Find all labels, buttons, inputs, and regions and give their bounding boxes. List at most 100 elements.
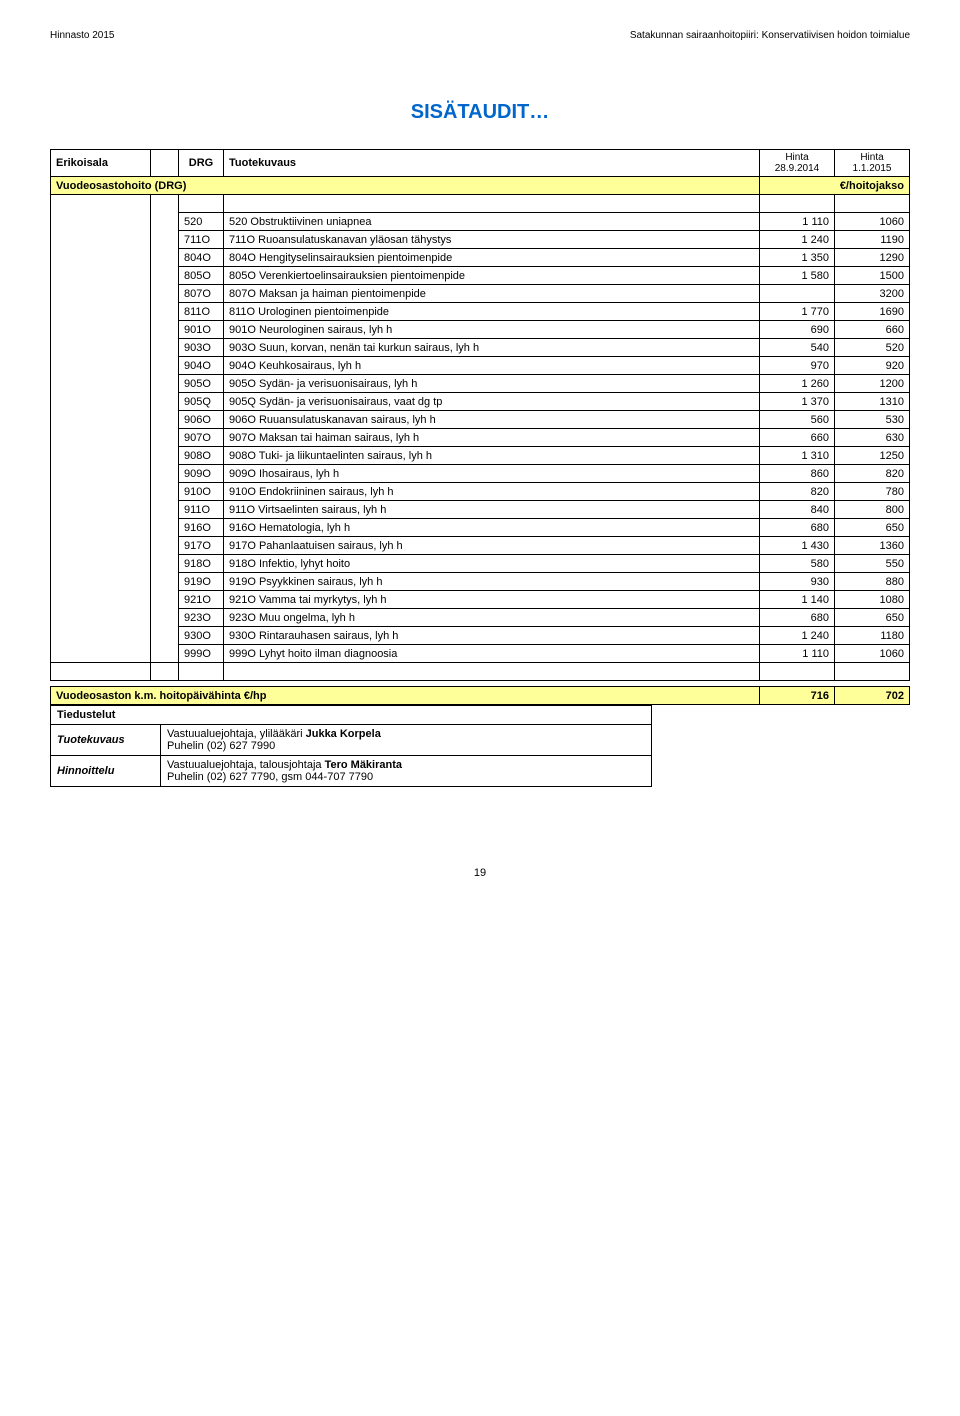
cell-v1: 930: [760, 573, 835, 591]
cell-empty: [51, 609, 151, 627]
table-row: 805O805O Verenkiertoelinsairauksien pien…: [51, 267, 910, 285]
info-table: Tiedustelut Tuotekuvaus Vastuualuejohtaj…: [50, 705, 652, 787]
col-drg: DRG: [179, 150, 224, 177]
cell-v2: 3200: [835, 285, 910, 303]
cell-desc: 910O Endokriininen sairaus, lyh h: [224, 483, 760, 501]
cell-desc: 916O Hematologia, lyh h: [224, 519, 760, 537]
cell-v1: 1 310: [760, 447, 835, 465]
cell-drg: 909O: [179, 465, 224, 483]
col-spacer: [151, 150, 179, 177]
cell-empty: [51, 537, 151, 555]
cell-drg: 907O: [179, 429, 224, 447]
cell-v1: 690: [760, 321, 835, 339]
cell-drg: 903O: [179, 339, 224, 357]
cell-desc: 917O Pahanlaatuisen sairaus, lyh h: [224, 537, 760, 555]
spacer-row: [51, 195, 910, 213]
hinnoittelu-info-label: Hinnoittelu: [51, 756, 161, 787]
table-row: 905Q905Q Sydän- ja verisuonisairaus, vaa…: [51, 393, 910, 411]
cell-v1: 1 370: [760, 393, 835, 411]
section-header-row: Vuodeosastohoito (DRG) €/hoitojakso: [51, 177, 910, 195]
cell-desc: 930O Rintarauhasen sairaus, lyh h: [224, 627, 760, 645]
cell-empty: [151, 501, 179, 519]
cell-empty: [151, 213, 179, 231]
cell-v1: 1 260: [760, 375, 835, 393]
cell-drg: 919O: [179, 573, 224, 591]
cell-empty: [151, 591, 179, 609]
table-row: 918O918O Infektio, lyhyt hoito580550: [51, 555, 910, 573]
cell-empty: [51, 627, 151, 645]
table-row: 804O804O Hengityselinsairauksien pientoi…: [51, 249, 910, 267]
table-row: 807O807O Maksan ja haiman pientoimenpide…: [51, 285, 910, 303]
cell-v2: 1310: [835, 393, 910, 411]
page-header: Hinnasto 2015 Satakunnan sairaanhoitopii…: [50, 30, 910, 41]
cell-empty: [51, 555, 151, 573]
cell-desc: 807O Maksan ja haiman pientoimenpide: [224, 285, 760, 303]
cell-v2: 880: [835, 573, 910, 591]
cell-v2: 1500: [835, 267, 910, 285]
cell-empty: [151, 321, 179, 339]
cell-desc: 811O Urologinen pientoimenpide: [224, 303, 760, 321]
cell-v2: 820: [835, 465, 910, 483]
section-label: Vuodeosastohoito (DRG): [51, 177, 760, 195]
cell-empty: [151, 519, 179, 537]
table-row: 911O911O Virtsaelinten sairaus, lyh h840…: [51, 501, 910, 519]
main-table: Erikoisala DRG Tuotekuvaus Hinta 28.9.20…: [50, 149, 910, 681]
cell-v2: 1250: [835, 447, 910, 465]
cell-desc: 909O Ihosairaus, lyh h: [224, 465, 760, 483]
cell-empty: [151, 303, 179, 321]
cell-drg: 904O: [179, 357, 224, 375]
cell-empty: [151, 537, 179, 555]
hinnoittelu-info-value: Vastuualuejohtaja, talousjohtaja Tero Mä…: [161, 756, 652, 787]
cell-v2: 800: [835, 501, 910, 519]
cell-drg: 910O: [179, 483, 224, 501]
hinnoittelu-info-row: Hinnoittelu Vastuualuejohtaja, talousjoh…: [51, 756, 652, 787]
cell-desc: 520 Obstruktiivinen uniapnea: [224, 213, 760, 231]
cell-empty: [51, 267, 151, 285]
cell-v2: 1290: [835, 249, 910, 267]
cell-empty: [151, 249, 179, 267]
cell-empty: [51, 321, 151, 339]
cell-desc: 905O Sydän- ja verisuonisairaus, lyh h: [224, 375, 760, 393]
cell-v2: 1060: [835, 213, 910, 231]
cell-empty: [151, 483, 179, 501]
cell-drg: 805O: [179, 267, 224, 285]
cell-empty: [51, 573, 151, 591]
cell-empty: [51, 591, 151, 609]
cell-empty: [151, 285, 179, 303]
cell-empty: [51, 213, 151, 231]
table-row: 520520 Obstruktiivinen uniapnea1 1101060: [51, 213, 910, 231]
cell-v1: [760, 285, 835, 303]
cell-empty: [151, 339, 179, 357]
table-row: 919O919O Psyykkinen sairaus, lyh h930880: [51, 573, 910, 591]
cell-v1: 840: [760, 501, 835, 519]
cell-empty: [151, 465, 179, 483]
table-row: 923O923O Muu ongelma, lyh h680650: [51, 609, 910, 627]
cell-v1: 970: [760, 357, 835, 375]
cell-empty: [51, 231, 151, 249]
cell-desc: 904O Keuhkosairaus, lyh h: [224, 357, 760, 375]
table-row: 711O711O Ruoansulatuskanavan yläosan täh…: [51, 231, 910, 249]
cell-empty: [51, 645, 151, 663]
cell-drg: 905O: [179, 375, 224, 393]
table-row: 930O930O Rintarauhasen sairaus, lyh h1 2…: [51, 627, 910, 645]
cell-v1: 660: [760, 429, 835, 447]
col-hinta1: Hinta 28.9.2014: [760, 150, 835, 177]
cell-desc: 908O Tuki- ja liikuntaelinten sairaus, l…: [224, 447, 760, 465]
table-row: 921O921O Vamma tai myrkytys, lyh h1 1401…: [51, 591, 910, 609]
cell-drg: 906O: [179, 411, 224, 429]
cell-v2: 1200: [835, 375, 910, 393]
cell-v2: 530: [835, 411, 910, 429]
cell-desc: 999O Lyhyt hoito ilman diagnoosia: [224, 645, 760, 663]
cell-v1: 820: [760, 483, 835, 501]
table-row: 910O910O Endokriininen sairaus, lyh h820…: [51, 483, 910, 501]
cell-desc: 907O Maksan tai haiman sairaus, lyh h: [224, 429, 760, 447]
footer-label: Vuodeosaston k.m. hoitopäivähinta €/hp: [51, 687, 760, 705]
cell-drg: 901O: [179, 321, 224, 339]
cell-desc: 911O Virtsaelinten sairaus, lyh h: [224, 501, 760, 519]
cell-empty: [51, 375, 151, 393]
cell-v2: 1190: [835, 231, 910, 249]
table-row: 916O916O Hematologia, lyh h680650: [51, 519, 910, 537]
header-right: Satakunnan sairaanhoitopiiri: Konservati…: [630, 30, 910, 41]
cell-drg: 921O: [179, 591, 224, 609]
tuotekuvaus-info-value: Vastuualuejohtaja, ylilääkäri Jukka Korp…: [161, 725, 652, 756]
